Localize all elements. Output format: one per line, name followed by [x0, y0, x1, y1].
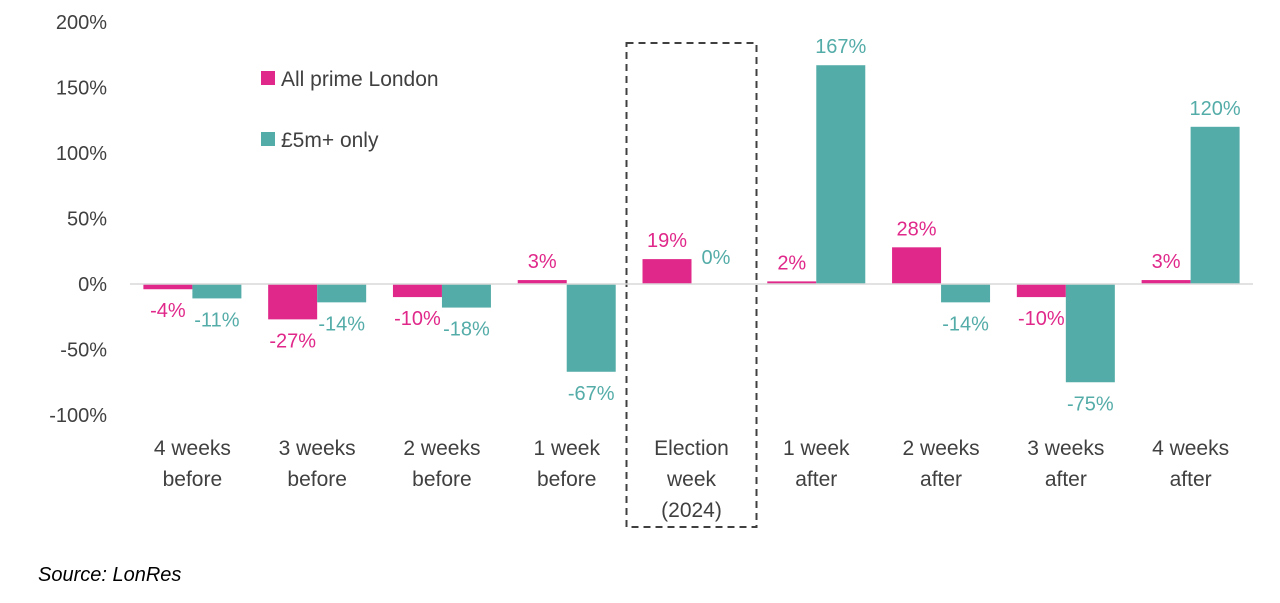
x-category-label-line: after [795, 468, 837, 491]
x-category-label-line: 4 weeks [154, 437, 231, 460]
x-category-label: 2 weeks after [903, 437, 980, 491]
x-category-label-line: 4 weeks [1152, 437, 1229, 460]
data-label: -14% [318, 313, 365, 335]
highlight-dashed-box [625, 42, 758, 528]
x-category-label: 1 week before [533, 437, 600, 491]
bar [1065, 284, 1115, 383]
bar [392, 284, 442, 298]
data-label: -11% [194, 309, 239, 331]
y-tick-label: 50% [67, 209, 107, 231]
bar [941, 284, 991, 303]
data-label: -27% [269, 330, 316, 352]
x-category-label: 4 weeks after [1152, 437, 1229, 491]
data-label: -75% [1067, 393, 1114, 415]
bar [816, 65, 866, 284]
bar [192, 284, 242, 299]
bar [566, 284, 616, 372]
y-tick-label: 100% [56, 143, 107, 165]
bar [143, 284, 193, 290]
y-tick-label: 0% [78, 274, 107, 296]
x-category-label: Election week (2024) [654, 437, 729, 522]
data-label: 0% [702, 247, 731, 269]
legend-label: All prime London [281, 68, 439, 91]
x-category-label-line: week [666, 468, 717, 491]
x-category-label-line: after [1045, 468, 1087, 491]
x-category-label: 4 weeks before [154, 437, 231, 491]
bar [892, 247, 942, 284]
data-label: 120% [1190, 98, 1241, 120]
x-category-label-line: after [1170, 468, 1212, 491]
data-labels: -4% -27% -10% 3% 19% 2% 28% -10% 3% -11% -14% -18% -… [150, 36, 1241, 415]
x-category-label-line: 2 weeks [403, 437, 480, 460]
data-label: 28% [897, 218, 937, 240]
data-label: -67% [568, 383, 615, 405]
bar [517, 280, 567, 284]
data-label: 19% [647, 230, 687, 252]
x-category-label-line: after [920, 468, 962, 491]
x-category-label-line: 3 weeks [1027, 437, 1104, 460]
y-tick-label: 200% [56, 12, 107, 34]
bar [441, 284, 491, 308]
x-category-label: 2 weeks before [403, 437, 480, 491]
bar [268, 284, 318, 320]
data-label: 3% [528, 251, 557, 273]
x-category-label-line: 1 week [783, 437, 850, 460]
bar [642, 259, 692, 284]
bar [1190, 126, 1240, 284]
data-label: -10% [394, 308, 441, 330]
legend-swatch [261, 132, 275, 146]
data-label: 167% [815, 36, 866, 58]
x-category-label-line: 2 weeks [903, 437, 980, 460]
y-tick-label: -50% [60, 340, 107, 362]
x-category-label-line: before [163, 468, 223, 491]
legend-label: £5m+ only [281, 129, 379, 152]
y-tick-label: 150% [56, 78, 107, 100]
election-week-highlight-box [625, 42, 758, 528]
data-label: -4% [150, 300, 186, 322]
data-label: 2% [777, 252, 806, 274]
x-category-label-line: before [537, 468, 597, 491]
bar [317, 284, 367, 303]
y-axis: 200% 150% 100% 50% 0% -50% -100% [49, 12, 107, 427]
legend-swatch [261, 71, 275, 85]
data-label: -18% [443, 319, 490, 341]
bar [767, 281, 817, 284]
x-category-label-line: 3 weeks [279, 437, 356, 460]
x-category-label: 3 weeks after [1027, 437, 1104, 491]
x-category-label-line: (2024) [661, 499, 722, 522]
bar-chart: 200% 150% 100% 50% 0% -50% -100% -4% -27% -10% 3%… [49, 12, 1253, 528]
x-category-label-line: before [412, 468, 472, 491]
x-category-label-line: Election [654, 437, 729, 460]
source-note: Source: LonRes [38, 564, 182, 586]
x-category-label-line: 1 week [533, 437, 600, 460]
x-category-label: 1 week after [783, 437, 850, 491]
data-label: -10% [1018, 308, 1065, 330]
data-label: 3% [1152, 251, 1181, 273]
bar [1016, 284, 1066, 298]
x-category-label-line: before [287, 468, 347, 491]
x-category-label: 3 weeks before [279, 437, 356, 491]
bar [1141, 280, 1191, 284]
y-tick-label: -100% [49, 405, 107, 427]
data-label: -14% [942, 313, 989, 335]
bars [143, 65, 1240, 383]
legend: All prime London £5m+ only [261, 68, 439, 152]
